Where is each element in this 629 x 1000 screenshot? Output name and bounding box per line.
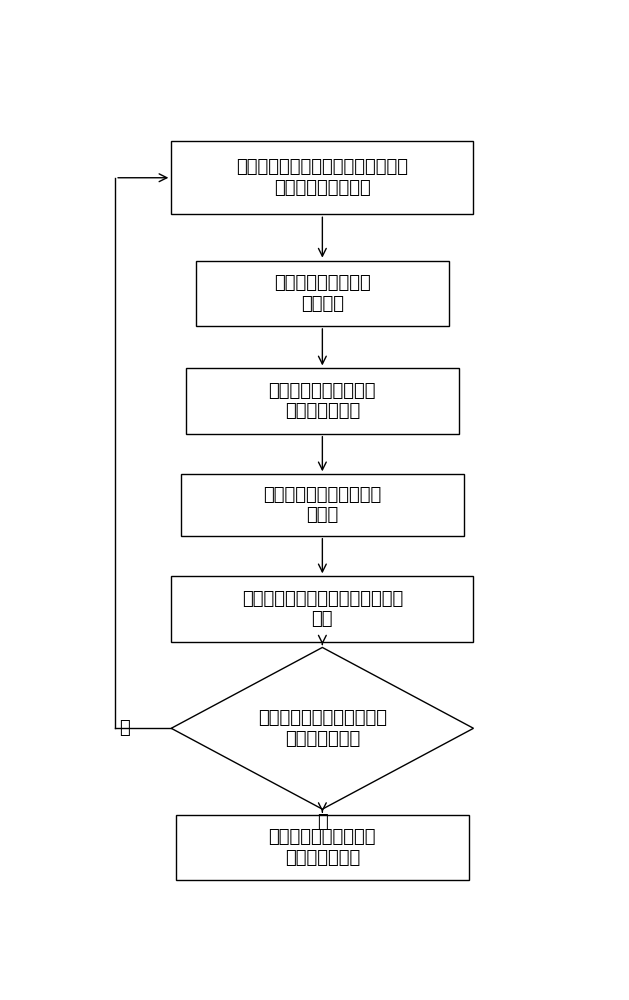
Text: 完成整根矿用低压电缆
绝缘故障的检测: 完成整根矿用低压电缆 绝缘故障的检测: [269, 828, 376, 867]
Bar: [176, 815, 469, 880]
Text: 矿用低压电缆红外热图像
的输出: 矿用低压电缆红外热图像 的输出: [264, 486, 381, 524]
Text: 否: 否: [120, 719, 130, 737]
Text: 是否完成整根矿用电压电缆
的绝缘故障检测: 是否完成整根矿用电压电缆 的绝缘故障检测: [258, 709, 387, 748]
Polygon shape: [171, 647, 474, 809]
Bar: [196, 261, 449, 326]
Text: 红外辐射信号信号的采集、一次滤波
去噪与模数转换处理: 红外辐射信号信号的采集、一次滤波 去噪与模数转换处理: [237, 158, 408, 197]
Bar: [186, 368, 459, 434]
Text: 数字电流信号的二次
滤波去噪: 数字电流信号的二次 滤波去噪: [274, 274, 370, 313]
Text: 完成一段矿用电压电缆的绝缘故障
检测: 完成一段矿用电压电缆的绝缘故障 检测: [242, 590, 403, 628]
Text: 矿用低压电缆温度值的
获取及显示输出: 矿用低压电缆温度值的 获取及显示输出: [269, 382, 376, 420]
Bar: [171, 141, 474, 214]
Bar: [181, 474, 464, 536]
Bar: [171, 576, 474, 642]
Text: 是: 是: [317, 813, 328, 831]
